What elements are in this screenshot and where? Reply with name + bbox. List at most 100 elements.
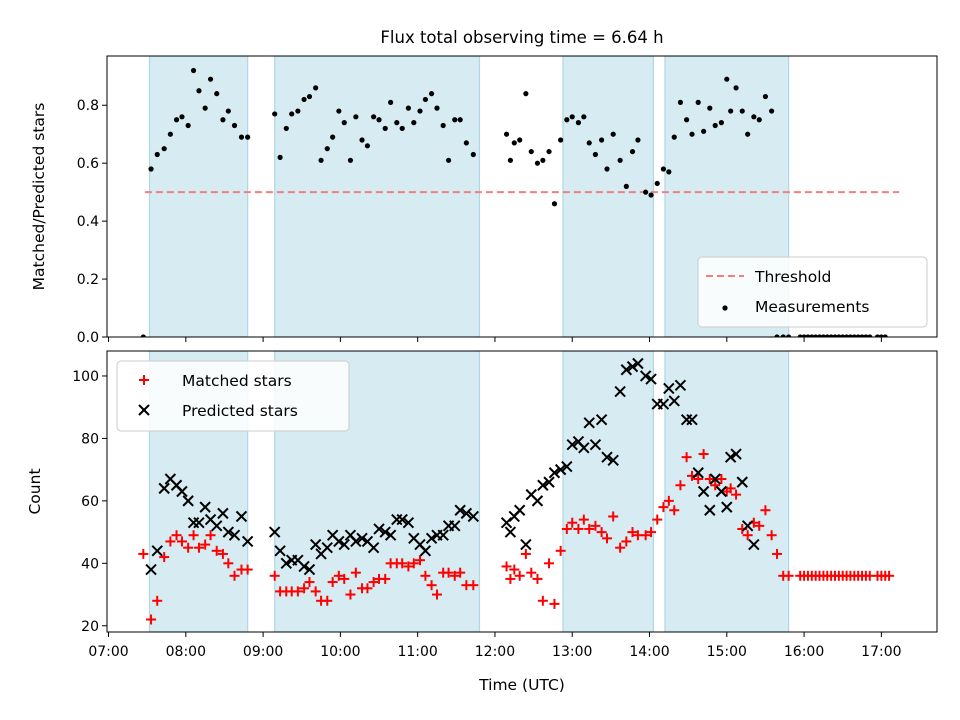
matched-stars-point <box>229 570 240 581</box>
measurement-point <box>440 122 446 129</box>
x-b <box>274 545 286 557</box>
x-b <box>543 476 555 488</box>
matched-stars-point <box>658 502 669 513</box>
matched-stars-point <box>573 523 584 534</box>
measurement-point <box>405 105 411 111</box>
measurement-point <box>324 146 330 152</box>
x-b <box>668 395 680 407</box>
matched-stars-point <box>304 577 315 588</box>
measurement-point <box>452 117 458 123</box>
matched-stars-point <box>615 542 626 553</box>
matched-stars-point <box>520 548 531 559</box>
matched-stars-point <box>339 573 350 584</box>
x-b <box>736 476 748 488</box>
matched-stars-point <box>602 533 613 544</box>
predicted-stars-point <box>274 545 286 557</box>
measurement-point <box>769 108 775 114</box>
matched-stars-point <box>675 480 686 491</box>
predicted-stars-point <box>736 476 748 488</box>
measurement-point <box>801 334 807 337</box>
measurement-point <box>371 114 377 120</box>
predicted-stars-point <box>199 501 211 513</box>
measurement-point <box>581 114 587 120</box>
matched-stars-point <box>772 548 783 559</box>
predicted-stars-point <box>338 538 350 551</box>
matched-stars-point <box>561 523 572 534</box>
measurement-point <box>886 0 891 3</box>
legend-box <box>697 256 928 328</box>
predicted-stars-point <box>601 451 613 463</box>
predicted-stars-point <box>686 413 698 426</box>
axes-frame <box>106 55 938 338</box>
measurement-point <box>671 134 677 140</box>
x-b <box>333 535 345 548</box>
predicted-stars-point <box>709 473 721 485</box>
measurement-point <box>399 125 405 132</box>
matched-stars-point <box>152 595 163 606</box>
x-b <box>303 563 316 576</box>
matched-stars-point <box>310 586 321 597</box>
measurement-point <box>173 117 180 123</box>
measurement-point <box>422 96 428 103</box>
predicted-stars-point <box>566 438 578 451</box>
predicted-stars-point <box>425 532 438 545</box>
x-b <box>724 451 737 463</box>
measurement-point <box>457 117 463 123</box>
observing-band-3 <box>562 351 654 632</box>
x-b <box>321 541 333 554</box>
measurement-point <box>196 88 202 94</box>
measurement-point <box>214 91 220 97</box>
matched-stars-point <box>526 567 537 578</box>
y-axis-label: Count <box>26 468 44 514</box>
matched-stars-point <box>345 589 356 600</box>
matched-stars-point <box>549 598 560 609</box>
matched-stars-point <box>327 577 338 588</box>
bottom-panel: 20 40 60 80 100 07:00 08:00 09:00 10:00 11:00 12:0… <box>26 350 938 694</box>
measurement-point <box>185 122 191 129</box>
predicted-stars-point <box>632 357 644 370</box>
measurement-point <box>832 334 838 337</box>
measurement-point <box>666 169 672 175</box>
predicted-stars-point <box>367 541 380 554</box>
predicted-stars-point <box>730 448 742 460</box>
predicted-stars-point <box>748 538 760 551</box>
measurement-point <box>724 76 730 82</box>
legend-label: Threshold <box>754 268 831 286</box>
measurement-point <box>394 120 400 126</box>
predicted-stars-point <box>396 513 408 526</box>
measurement-point <box>220 117 226 123</box>
measurement-point <box>797 334 803 337</box>
predicted-stars-point <box>193 517 205 529</box>
predicted-stars-point <box>379 526 391 538</box>
x-tick-label: 09:00 <box>243 644 283 660</box>
matched-stars-point <box>742 530 753 541</box>
predicted-stars-point <box>241 535 254 548</box>
measurement-point <box>762 93 769 100</box>
x-b <box>211 520 223 532</box>
x-b <box>561 460 573 473</box>
measurement-point <box>604 166 610 172</box>
predicted-stars-point <box>333 535 345 548</box>
x-b <box>419 545 432 557</box>
matched-stars-point <box>188 530 199 541</box>
predicted-stars-point <box>460 507 473 520</box>
measurement-point <box>301 96 307 103</box>
x-b <box>170 479 183 491</box>
x-b <box>280 557 292 570</box>
measurement-point <box>840 334 846 337</box>
matched-stars-point <box>663 495 674 506</box>
predicted-stars-point <box>467 510 480 523</box>
measurement-point <box>586 140 592 146</box>
measurement-point <box>140 334 146 337</box>
matched-stars-point <box>584 523 595 534</box>
measurement-point <box>786 334 792 337</box>
x-b <box>531 495 544 507</box>
matched-stars-point <box>578 514 589 525</box>
predicted-stars-point <box>554 463 567 476</box>
measurement-point <box>878 334 884 337</box>
measurement-point <box>463 140 469 146</box>
x-tick-label: 14:00 <box>629 644 669 660</box>
y-tick-label: 100 <box>72 369 99 385</box>
matched-stars-point <box>146 614 157 625</box>
matched-stars-point <box>350 567 361 578</box>
